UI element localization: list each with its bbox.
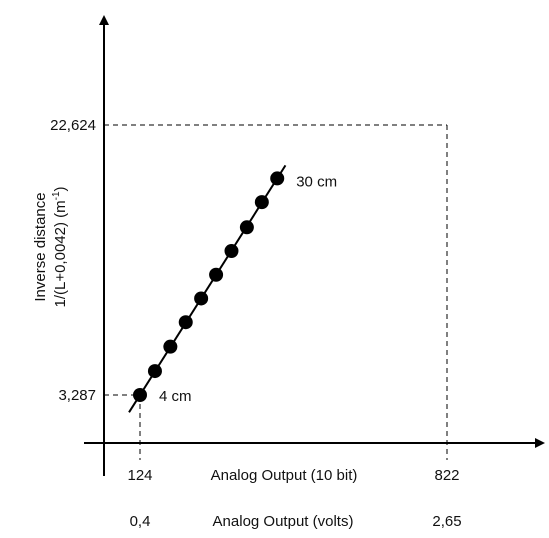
data-point: [194, 291, 209, 306]
y-axis-label-superscript: -1: [51, 191, 62, 200]
annotation-30cm: 30 cm: [296, 173, 337, 190]
data-point: [147, 364, 162, 379]
volts-tick-label-high: 2,65: [432, 513, 461, 530]
data-point: [133, 388, 147, 402]
x-tick-label-high: 822: [434, 467, 459, 484]
data-points: [133, 171, 285, 402]
annotation-4cm: 4 cm: [159, 388, 192, 405]
y-tick-label-low: 3,287: [58, 387, 96, 404]
data-point: [209, 267, 224, 282]
y-axis-label-close: ): [52, 186, 69, 191]
data-point: [163, 339, 178, 354]
data-point: [239, 220, 254, 235]
volts-tick-label-low: 0,4: [130, 513, 151, 530]
data-point: [224, 244, 239, 259]
y-tick-label-high: 22,624: [50, 117, 96, 134]
y-axis-label-line2: 1/(L+0,0042) (m-1): [51, 186, 69, 307]
y-axis-label-line1: Inverse distance: [32, 192, 49, 301]
data-point: [254, 195, 269, 210]
y-axis-label-formula: 1/(L+0,0042) (m: [52, 200, 69, 307]
y-axis-label: Inverse distance 1/(L+0,0042) (m-1): [32, 186, 69, 307]
x-axis-label: Analog Output (10 bit): [211, 467, 358, 484]
data-point: [178, 315, 193, 330]
x-tick-label-low: 124: [127, 467, 152, 484]
data-point: [270, 171, 285, 186]
x-axis-label-volts: Analog Output (volts): [213, 513, 354, 530]
